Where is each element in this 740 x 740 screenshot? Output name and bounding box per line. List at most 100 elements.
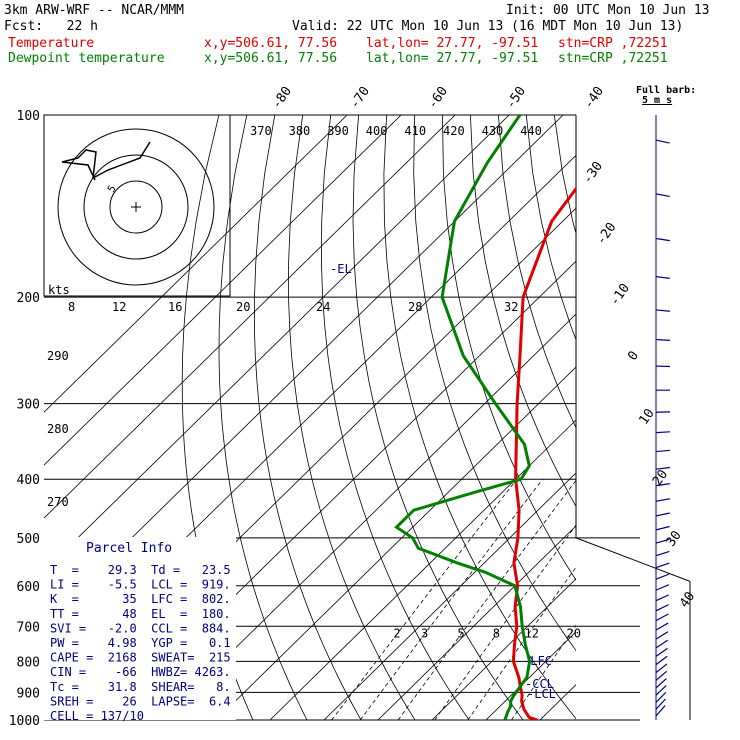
wind-barb bbox=[655, 604, 669, 612]
lcl-marker: -LCL bbox=[527, 687, 556, 701]
wind-barb bbox=[655, 663, 668, 674]
theta-label: 420 bbox=[443, 124, 465, 138]
theta-label: 430 bbox=[482, 124, 504, 138]
plot-right-slant bbox=[575, 537, 691, 582]
forecast-hour: Fcst: 22 h bbox=[4, 19, 98, 34]
theta-label: 390 bbox=[327, 124, 349, 138]
isotherm bbox=[431, 578, 576, 720]
dewpoint-latlon: lat,lon= 27.77, -97.51 bbox=[366, 51, 539, 66]
isotherm-label: -80 bbox=[269, 84, 295, 112]
isotherm-label: 20 bbox=[650, 467, 671, 488]
mixing-ratio-label: 5 bbox=[457, 627, 464, 641]
diagram-grid bbox=[44, 114, 740, 721]
wind-barb bbox=[655, 698, 666, 710]
hodograph-speed-label: 8 bbox=[68, 300, 75, 314]
dry-adiabat bbox=[498, 115, 576, 429]
parcel-info-row: SVI = -2.0 CCL = 884. bbox=[50, 621, 231, 635]
isotherm-label: -50 bbox=[503, 84, 529, 112]
pressure-label: 500 bbox=[17, 532, 40, 547]
barb-legend-unit: 5 m s bbox=[642, 95, 673, 106]
dry-adiabat bbox=[470, 115, 576, 508]
wind-barb bbox=[655, 705, 666, 717]
pressure-label: 1000 bbox=[9, 714, 40, 729]
isotherm-label: -40 bbox=[581, 84, 607, 112]
wind-barb bbox=[655, 139, 670, 144]
wind-barb bbox=[655, 613, 669, 622]
pressure-label: 100 bbox=[17, 109, 40, 124]
wind-barb bbox=[655, 573, 670, 580]
temperature-line bbox=[511, 186, 576, 720]
parcel-info-row: CAPE = 2168 SWEAT= 215 bbox=[50, 651, 231, 665]
isotherm bbox=[377, 525, 576, 720]
hodograph-speed-label: 12 bbox=[112, 300, 126, 314]
dry-adiabat bbox=[288, 115, 416, 720]
wind-barb bbox=[655, 550, 670, 557]
isotherm bbox=[44, 115, 348, 413]
wind-barb bbox=[655, 685, 667, 696]
hodograph-ring bbox=[83, 154, 189, 260]
dry-adiabat bbox=[694, 115, 740, 720]
mixing-ratio-label: 8 bbox=[493, 627, 500, 641]
wind-barb bbox=[655, 237, 670, 242]
isotherm-label: -60 bbox=[425, 84, 451, 112]
wind-barb bbox=[655, 594, 669, 602]
valid-time: Valid: 22 UTC Mon 10 Jun 13 (16 MDT Mon … bbox=[292, 19, 684, 34]
dry-adiabat bbox=[383, 115, 576, 720]
model-title: 3km ARW-WRF -- NCAR/MMM bbox=[4, 3, 185, 18]
sounding-profiles bbox=[394, 115, 576, 720]
temperature-station: stn=CRP ,72251 bbox=[558, 36, 668, 51]
parcel-info-row: T = 29.3 Td = 23.5 bbox=[50, 563, 231, 577]
parcel-info-bg bbox=[44, 537, 236, 720]
theta-label: 400 bbox=[366, 124, 388, 138]
wind-barb bbox=[655, 538, 670, 544]
parcel-info-row: CIN = -66 HWBZ= 4263. bbox=[50, 665, 231, 679]
temperature-legend: Temperature bbox=[8, 36, 95, 51]
mixing-ratio-line bbox=[467, 566, 576, 720]
dry-adiabat bbox=[666, 115, 740, 720]
mixing-ratio-line bbox=[511, 625, 576, 720]
hodograph-ring bbox=[57, 128, 215, 286]
theta-label: 280 bbox=[47, 422, 69, 436]
isotherm bbox=[161, 313, 576, 720]
parcel-info-row: Tc = 31.8 SHEAR= 8. bbox=[50, 680, 231, 694]
hodograph-speed-label: 20 bbox=[236, 300, 250, 314]
pressure-label: 600 bbox=[17, 580, 40, 595]
init-time: Init: 00 UTC Mon 10 Jun 13 bbox=[506, 3, 710, 18]
theta-label: 440 bbox=[520, 124, 542, 138]
dewpoint-xy: x,y=506.61, 77.56 bbox=[204, 51, 338, 66]
parcel-info-row: TT = 48 EL = 180. bbox=[50, 607, 231, 621]
temperature-latlon: lat,lon= 27.77, -97.51 bbox=[366, 36, 539, 51]
isotherm bbox=[44, 115, 510, 572]
el-marker: -EL bbox=[330, 262, 352, 276]
hodograph-speed-label: 28 bbox=[408, 300, 422, 314]
dry-adiabat bbox=[610, 115, 740, 720]
dry-adiabat bbox=[352, 115, 524, 720]
theta-label: 410 bbox=[404, 124, 426, 138]
isotherm bbox=[323, 472, 576, 720]
wind-barb bbox=[655, 193, 670, 198]
dry-adiabat bbox=[413, 115, 576, 652]
isotherm bbox=[269, 419, 576, 720]
wind-barb bbox=[655, 309, 670, 312]
dry-adiabat bbox=[218, 115, 308, 720]
wind-barb bbox=[655, 449, 670, 453]
parcel-info-row: K = 35 LFC = 802. bbox=[50, 592, 231, 606]
pressure-label: 300 bbox=[17, 398, 40, 413]
mixing-ratio-line bbox=[397, 479, 576, 720]
parcel-info-row: PW = 4.98 YGP = 0.1 bbox=[50, 636, 231, 650]
wind-barb bbox=[655, 483, 670, 487]
dry-adiabat bbox=[722, 115, 740, 720]
hodograph-trace bbox=[61, 141, 151, 181]
parcel-info-row: SREH = 26 LAPSE= 6.4 bbox=[50, 694, 231, 708]
mixing-ratio-line bbox=[434, 524, 576, 720]
hodograph-ring-label: 5 bbox=[106, 184, 119, 195]
isotherm bbox=[44, 115, 456, 519]
temperature-xy: x,y=506.61, 77.56 bbox=[204, 36, 338, 51]
pressure-label: 700 bbox=[17, 620, 40, 635]
wind-barb bbox=[655, 622, 669, 631]
isotherm-label: -70 bbox=[347, 84, 373, 112]
dry-adiabat bbox=[442, 115, 576, 581]
hodograph-kts: kts bbox=[48, 283, 70, 297]
parcel-info-row: LI = -5.5 LCL = 919. bbox=[50, 578, 231, 592]
